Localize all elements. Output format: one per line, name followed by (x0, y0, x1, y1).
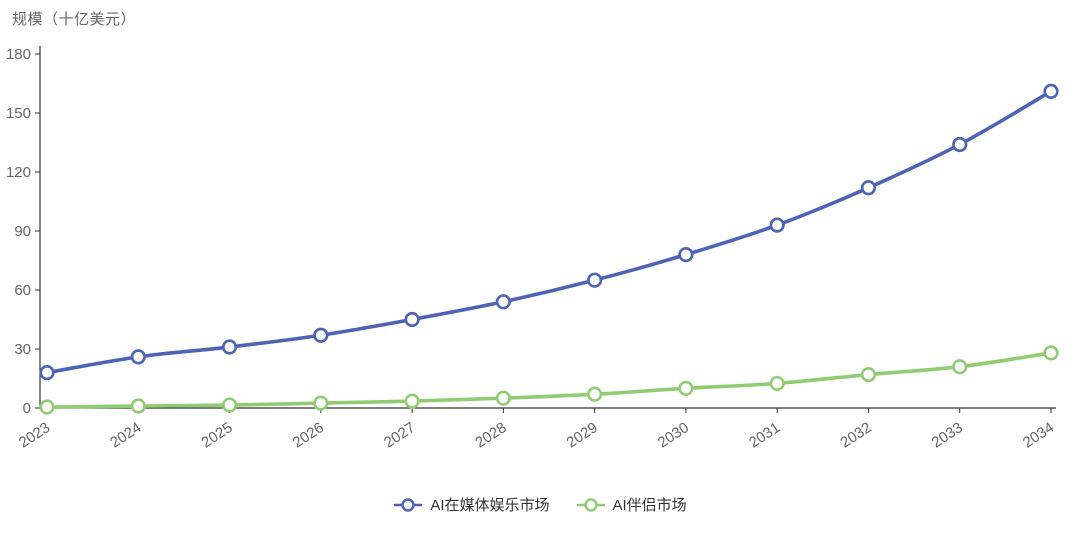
chart-legend: AI在媒体娱乐市场 AI伴侣市场 (0, 494, 1080, 515)
svg-text:150: 150 (6, 105, 31, 122)
line-series-marker-icon (394, 497, 423, 512)
svg-text:2029: 2029 (564, 419, 601, 451)
svg-text:180: 180 (6, 46, 31, 63)
svg-text:2027: 2027 (381, 419, 418, 451)
svg-text:2030: 2030 (655, 419, 692, 451)
svg-text:0: 0 (23, 400, 31, 417)
line-chart-canvas[interactable]: 0 30 60 90 120 150 180 2023 2024 2025 2026 2027 2028… (0, 40, 1080, 485)
svg-text:2034: 2034 (1020, 419, 1057, 451)
svg-text:2024: 2024 (107, 419, 144, 451)
svg-text:90: 90 (14, 223, 31, 240)
svg-text:2023: 2023 (16, 419, 53, 451)
legend-item-companion-market[interactable]: AI伴侣市场 (576, 494, 687, 515)
legend-label-companion-market: AI伴侣市场 (612, 497, 687, 514)
legend-item-media-market[interactable]: AI在媒体娱乐市场 (393, 494, 550, 515)
svg-text:2028: 2028 (472, 419, 509, 451)
svg-text:2031: 2031 (746, 419, 783, 451)
y-axis-title: 规模（十亿美元） (12, 11, 137, 28)
svg-text:2033: 2033 (929, 419, 966, 451)
svg-text:120: 120 (6, 164, 31, 181)
svg-text:60: 60 (14, 282, 31, 299)
svg-text:2025: 2025 (198, 419, 235, 451)
legend-label-media-market: AI在媒体娱乐市场 (430, 497, 550, 514)
svg-text:2026: 2026 (290, 419, 327, 451)
svg-text:30: 30 (14, 341, 31, 358)
svg-text:2032: 2032 (837, 419, 874, 451)
line-series-marker-icon (576, 497, 605, 512)
